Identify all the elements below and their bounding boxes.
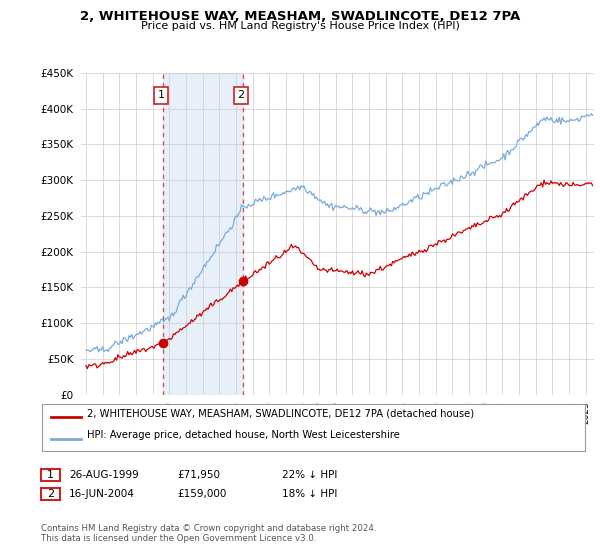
Text: 2: 2 — [238, 90, 244, 100]
Text: Contains HM Land Registry data © Crown copyright and database right 2024.
This d: Contains HM Land Registry data © Crown c… — [41, 524, 376, 543]
Text: 2: 2 — [47, 489, 54, 499]
Text: 22% ↓ HPI: 22% ↓ HPI — [282, 470, 337, 480]
Text: 1: 1 — [47, 470, 54, 480]
Text: 1: 1 — [157, 90, 164, 100]
Bar — [163, 73, 244, 395]
Text: Price paid vs. HM Land Registry's House Price Index (HPI): Price paid vs. HM Land Registry's House … — [140, 21, 460, 31]
Text: 2, WHITEHOUSE WAY, MEASHAM, SWADLINCOTE, DE12 7PA (detached house): 2, WHITEHOUSE WAY, MEASHAM, SWADLINCOTE,… — [87, 408, 474, 418]
Text: 2, WHITEHOUSE WAY, MEASHAM, SWADLINCOTE, DE12 7PA: 2, WHITEHOUSE WAY, MEASHAM, SWADLINCOTE,… — [80, 10, 520, 22]
Text: HPI: Average price, detached house, North West Leicestershire: HPI: Average price, detached house, Nort… — [87, 430, 400, 440]
Text: 18% ↓ HPI: 18% ↓ HPI — [282, 489, 337, 499]
Text: £159,000: £159,000 — [177, 489, 226, 499]
Text: 16-JUN-2004: 16-JUN-2004 — [69, 489, 135, 499]
Text: 26-AUG-1999: 26-AUG-1999 — [69, 470, 139, 480]
Text: £71,950: £71,950 — [177, 470, 220, 480]
